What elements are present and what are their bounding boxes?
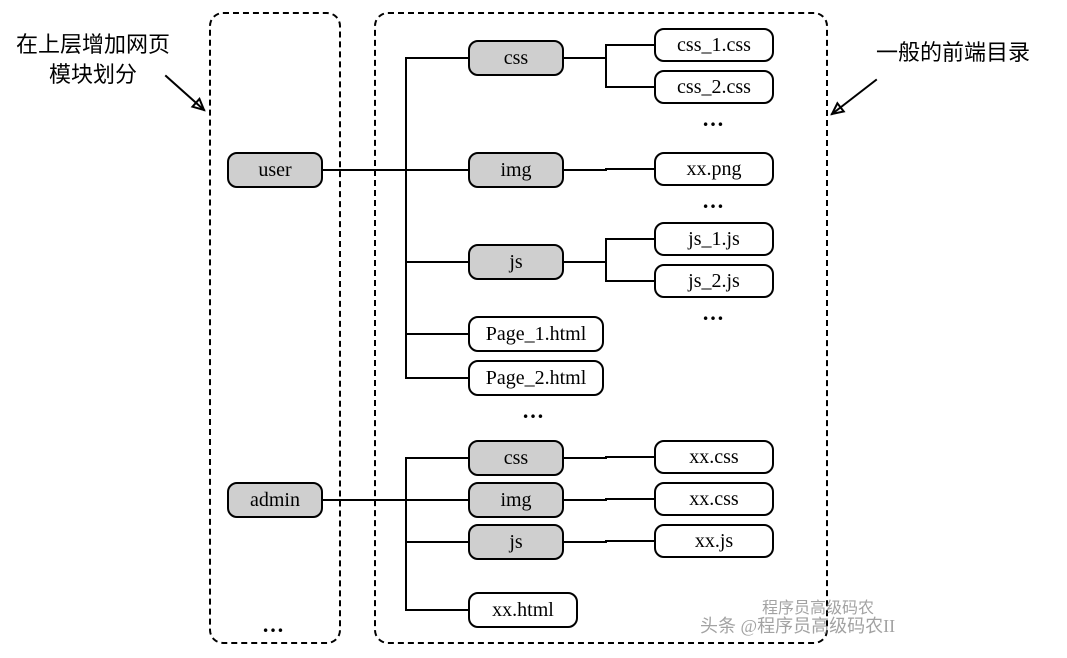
- label-module-layer: 在上层增加网页 模块划分: [16, 30, 170, 89]
- node-u_p2: Page_2.html: [468, 360, 604, 396]
- node-xxpng: xx.png: [654, 152, 774, 186]
- ellipsis-modules: …: [262, 614, 285, 636]
- node-js2: js_2.js: [654, 264, 774, 298]
- node-u_js: js: [468, 244, 564, 280]
- node-css1: css_1.css: [654, 28, 774, 62]
- node-a_css: css: [468, 440, 564, 476]
- ellipsis-js: …: [702, 302, 725, 324]
- node-a_xxcss: xx.css: [654, 440, 774, 474]
- watermark-2: 程序员高级码农: [762, 594, 874, 618]
- node-u_css: css: [468, 40, 564, 76]
- label-frontend-dir: 一般的前端目录: [876, 38, 1030, 68]
- node-u_p1: Page_1.html: [468, 316, 604, 352]
- node-a_js: js: [468, 524, 564, 560]
- node-a_xxjs: xx.js: [654, 524, 774, 558]
- node-js1: js_1.js: [654, 222, 774, 256]
- node-u_img: img: [468, 152, 564, 188]
- ellipsis-img: …: [702, 190, 725, 212]
- node-a_xxcss2: xx.css: [654, 482, 774, 516]
- ellipsis-css: …: [702, 108, 725, 130]
- node-css2: css_2.css: [654, 70, 774, 104]
- node-admin: admin: [227, 482, 323, 518]
- ellipsis-pages: …: [522, 400, 545, 422]
- node-a_html: xx.html: [468, 592, 578, 628]
- node-user: user: [227, 152, 323, 188]
- module-layer-box: [209, 12, 341, 644]
- node-a_img: img: [468, 482, 564, 518]
